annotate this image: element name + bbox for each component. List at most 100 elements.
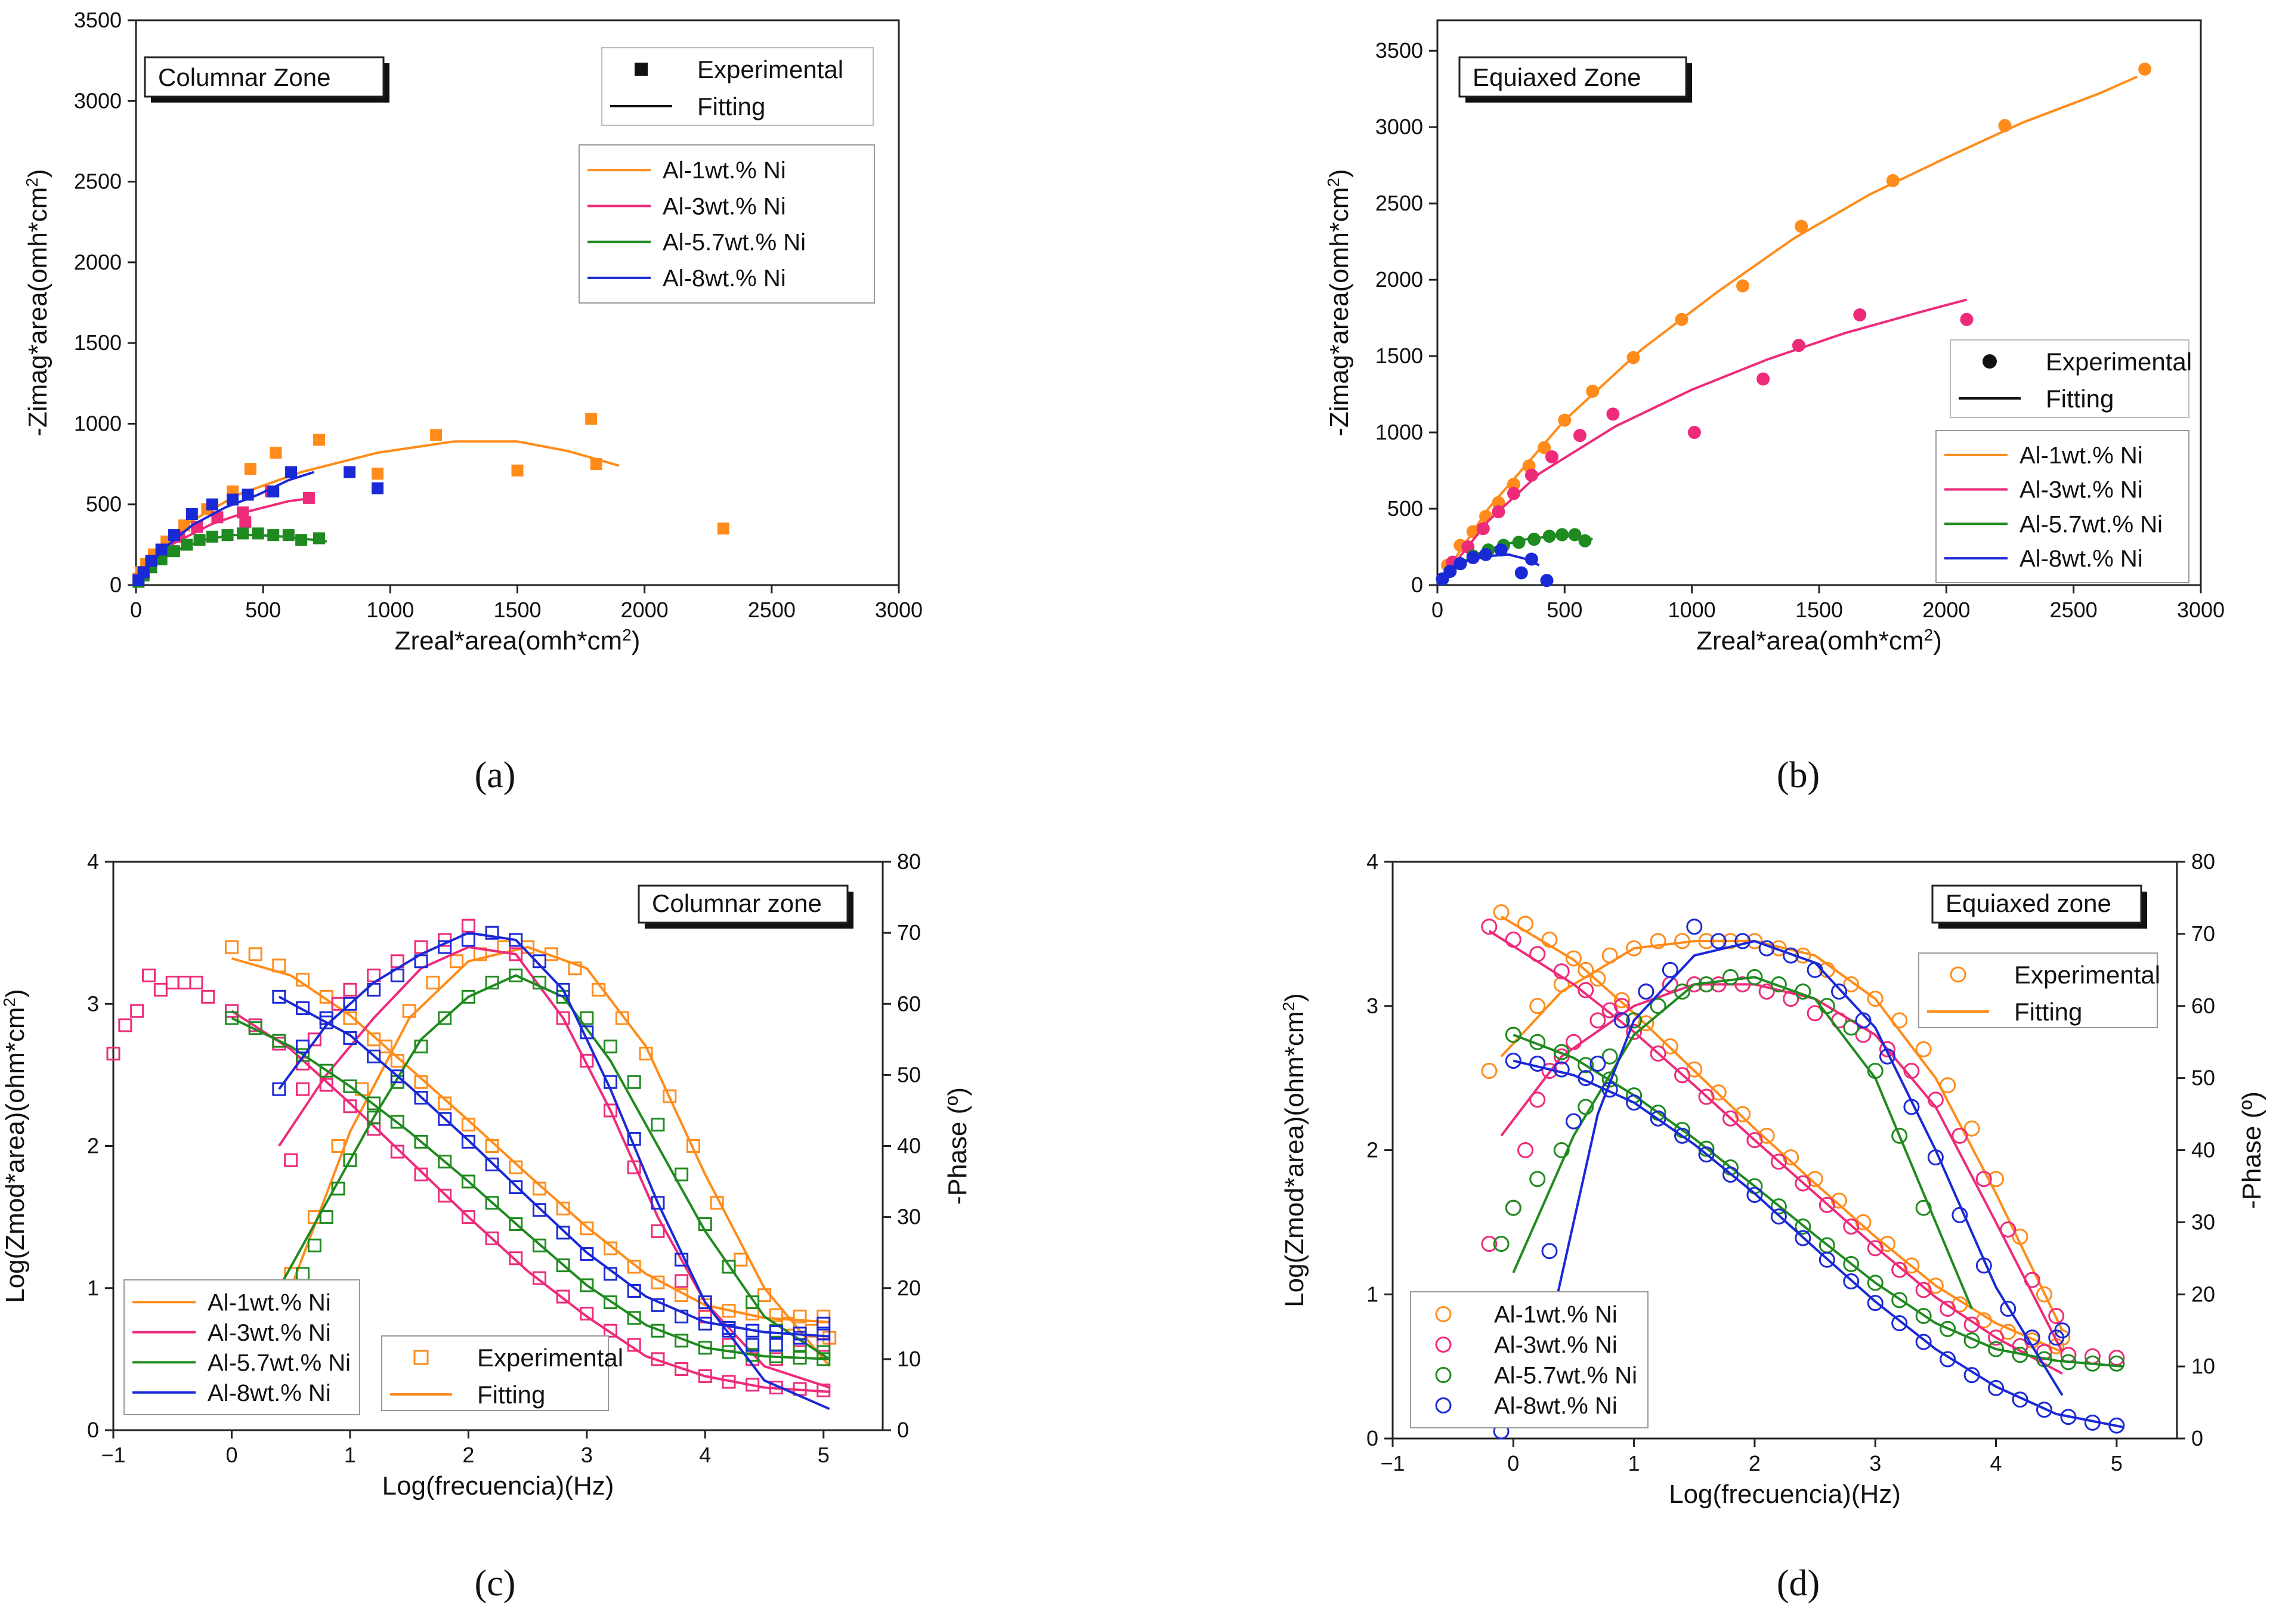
zmod-data-point [438,1112,452,1126]
phase-data-point [532,954,546,969]
y-tick-label: 3000 [74,88,122,113]
phase-data-point [769,1338,783,1352]
x-tick-label: 3000 [2177,598,2225,622]
y2-tick-label: 80 [897,849,921,874]
panel-label: (b) [1777,755,1820,796]
data-point [206,498,218,511]
phase-data-point [746,1295,760,1310]
x-tick-label: 500 [1547,598,1582,622]
chart-panel-b: 0 500 1000 1500 2000 2500 3000 0 500 1000 1500 2000… [1324,19,2225,796]
phase-data-point [1565,1034,1582,1050]
data-point [155,543,168,556]
phase-data-point [1855,1012,1872,1029]
zmod-data-point [675,1362,689,1376]
phase-data-point [1891,1127,1908,1144]
x-tick-label: 1500 [1795,598,1843,622]
zmod-data-point [1867,1295,1884,1311]
phase-data-point [296,1082,310,1096]
data-point [237,527,249,540]
phase-data-point [2000,1221,2017,1238]
phase-data-point [639,1047,653,1061]
data-point [2138,62,2152,76]
phase-data-point [746,1338,760,1352]
phase-data-point [1722,933,1739,949]
y2-tick-label: 70 [2191,921,2215,946]
y-tick-label: 2000 [1375,267,1423,292]
phase-data-point [1722,969,1739,985]
data-point [372,482,384,494]
data-point [313,532,325,545]
phase-data-point [817,1345,831,1359]
zmod-data-point [414,1134,428,1149]
y-tick-label: 3000 [1375,115,1423,139]
phase-data-point [1674,983,1691,1000]
zmod-data-point [319,1063,333,1078]
y-axis-label-end: ) [1,989,30,998]
phase-data-point [1952,1127,1968,1144]
data-point [270,447,282,459]
phase-data-point [604,1040,618,1054]
zmod-data-point [509,1251,523,1266]
zmod-data-point [1746,1186,1763,1203]
zmod-data-point [224,1011,239,1025]
y2-tick-label: 20 [897,1276,921,1300]
zmod-data-point [1650,1110,1666,1127]
phase-data-point [485,926,499,940]
zmod-data-point [343,1079,357,1093]
y-axis-label: -Zimag*area(omh*cm2) [1324,169,1354,436]
phase-data-point [817,1316,831,1331]
zmod-data-point [604,1295,618,1310]
zmod-data-point [1517,915,1534,932]
legend-series-label: Al-3wt.% Ni [2020,477,2143,503]
phase-data-point [1674,933,1691,949]
phase-data-point [1843,1019,1860,1036]
phase-data-point [1952,1207,1968,1223]
zmod-data-point [2084,1414,2101,1431]
phase-data-point [461,989,475,1004]
phase-data-point [651,1196,665,1210]
phase-data-point [1505,1199,1521,1216]
x-tick-label: −1 [1380,1451,1405,1475]
legend-label: Fitting [477,1381,545,1409]
zmod-data-point [509,1217,523,1232]
data-point [1736,279,1749,293]
zmod-data-point [2012,1391,2028,1408]
series-b-3 [1436,543,1554,587]
data-point [1960,313,1974,326]
zmod-data-point [1891,1261,1908,1278]
phase-data-point [1843,976,1860,992]
phase-data-point [1698,933,1715,949]
zmod-data-point [1578,1070,1594,1087]
legend-series-label: Al-8wt.% Ni [663,265,786,292]
phase-data-point [390,969,404,983]
y2-tick-label: 30 [2191,1210,2215,1234]
x-tick-label: 1000 [1668,598,1716,622]
x-tick-label: 0 [225,1443,237,1467]
phase-data-point [1975,1257,1992,1274]
series-a-3 [132,466,384,586]
zmod-data-point [556,1226,570,1240]
zmod-data-point [2084,1355,2101,1372]
legend-marker-sample [1950,966,1966,983]
phase-data-point [1807,961,1823,978]
data-point [585,413,598,425]
x-tick-label: 1 [1628,1451,1640,1475]
y2-tick-label: 40 [2191,1138,2215,1162]
phase-data-point [272,1082,286,1096]
y-axis-label-sup: 2 [23,178,41,187]
phase-data-point [544,947,558,961]
phase-data-point [781,1316,795,1331]
zmod-data-point [580,1278,594,1292]
data-point [1998,119,2012,132]
x-tick-label: 2500 [2050,598,2098,622]
phase-data-point [757,1288,772,1303]
phase-data-point [343,1153,357,1167]
phase-data-point [1650,933,1666,949]
zmod-data-point [604,1267,618,1281]
data-point [1606,407,1620,421]
phase-data-point [1963,1120,1980,1137]
zmod-data-point [580,1221,594,1236]
title-box [144,56,385,98]
zmod-data-point [651,1352,665,1366]
